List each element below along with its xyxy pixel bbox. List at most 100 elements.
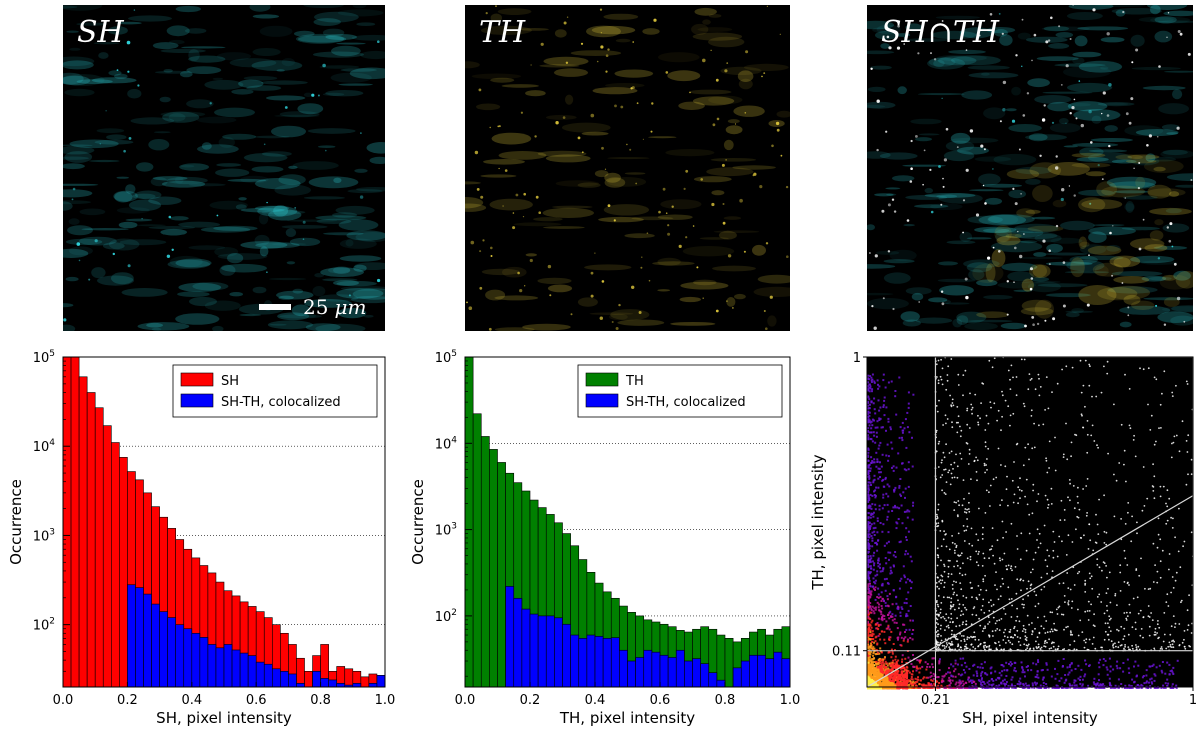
density-point bbox=[889, 551, 892, 554]
density-point bbox=[930, 675, 933, 677]
colocalized-point bbox=[1046, 641, 1048, 644]
bar-colocalized bbox=[781, 658, 791, 688]
colocalized-point bbox=[1086, 420, 1089, 422]
bar-total bbox=[360, 676, 370, 688]
density-point bbox=[912, 629, 915, 631]
texture-streak bbox=[296, 33, 345, 44]
texture-streak bbox=[330, 72, 372, 83]
density-point bbox=[873, 458, 876, 461]
colocalized-point bbox=[1113, 515, 1116, 518]
texture-dot bbox=[615, 327, 619, 330]
texture-streak bbox=[221, 263, 267, 273]
texture-streak bbox=[658, 52, 700, 63]
texture-streak bbox=[333, 280, 359, 286]
density-point bbox=[874, 503, 877, 506]
texture-streak bbox=[692, 96, 735, 106]
colocalized-point bbox=[1034, 551, 1037, 554]
density-point bbox=[877, 565, 880, 568]
density-point bbox=[880, 465, 883, 468]
density-point bbox=[1054, 677, 1057, 680]
density-point bbox=[898, 507, 901, 510]
colocalized-point bbox=[1082, 384, 1085, 387]
texture-dot bbox=[168, 215, 172, 219]
colocalized-point bbox=[1136, 521, 1138, 524]
density-point bbox=[894, 614, 897, 617]
texture-streak bbox=[114, 73, 128, 80]
texture-streak bbox=[231, 89, 254, 95]
density-point bbox=[870, 376, 873, 379]
colocalized-point bbox=[1007, 564, 1010, 567]
density-point bbox=[1058, 679, 1061, 682]
colocalized-point bbox=[1079, 359, 1082, 362]
bar-colocalized bbox=[627, 660, 636, 688]
density-point bbox=[908, 628, 911, 631]
texture-streak bbox=[688, 89, 732, 95]
colocalized-point bbox=[1084, 359, 1087, 362]
colocalized-point bbox=[1153, 475, 1156, 478]
density-point bbox=[1019, 677, 1022, 680]
density-point bbox=[981, 670, 984, 673]
colocalized-point bbox=[1167, 605, 1170, 607]
density-point bbox=[919, 659, 922, 662]
texture-streak bbox=[315, 323, 366, 331]
density-point bbox=[1037, 661, 1040, 663]
density-point bbox=[1167, 682, 1170, 685]
texture-streak bbox=[188, 183, 226, 187]
density-point bbox=[1096, 683, 1099, 686]
texture-streak bbox=[229, 58, 277, 68]
density-point bbox=[884, 601, 887, 604]
density-point bbox=[905, 527, 908, 530]
density-point bbox=[874, 589, 876, 591]
density-point bbox=[870, 662, 873, 665]
texture-dot bbox=[745, 50, 749, 54]
texture-dot bbox=[348, 294, 351, 297]
texture-streak bbox=[297, 35, 347, 43]
sh-image-panel: SH 25 μm bbox=[63, 5, 385, 331]
texture-streak bbox=[776, 110, 790, 118]
colocalized-point bbox=[1001, 558, 1004, 561]
density-point bbox=[1021, 671, 1024, 674]
colocalized-point bbox=[955, 453, 957, 456]
colocalized-point bbox=[1021, 630, 1024, 632]
density-point bbox=[899, 426, 902, 429]
texture-dot bbox=[127, 264, 131, 268]
texture-streak bbox=[607, 157, 650, 160]
bar-colocalized bbox=[700, 663, 710, 688]
density-point bbox=[870, 484, 872, 486]
texture-dot bbox=[99, 143, 101, 145]
texture-streak bbox=[289, 237, 321, 247]
colocalized-point bbox=[1161, 648, 1164, 650]
texture-streak bbox=[697, 27, 733, 32]
density-point bbox=[1166, 661, 1169, 664]
texture-dot bbox=[470, 240, 475, 245]
density-point bbox=[962, 669, 965, 671]
texture-streak bbox=[185, 28, 207, 34]
density-point bbox=[905, 670, 909, 674]
density-point bbox=[886, 503, 889, 506]
texture-streak bbox=[188, 55, 226, 63]
density-point bbox=[1155, 666, 1158, 669]
colocalized-point bbox=[1153, 497, 1156, 500]
density-point bbox=[1097, 661, 1100, 664]
colocalized-point bbox=[938, 587, 940, 590]
density-point bbox=[867, 410, 870, 413]
density-point bbox=[872, 527, 875, 530]
density-point bbox=[873, 494, 876, 496]
density-point bbox=[867, 438, 870, 441]
x-tick-label: 0.0 bbox=[53, 693, 74, 708]
density-point bbox=[891, 603, 894, 606]
density-point bbox=[1016, 683, 1019, 685]
density-point bbox=[875, 431, 878, 434]
bar-colocalized bbox=[183, 628, 193, 688]
texture-streak bbox=[738, 78, 753, 90]
density-point bbox=[924, 661, 927, 664]
density-point bbox=[885, 680, 889, 683]
density-point bbox=[877, 467, 880, 470]
texture-streak bbox=[238, 197, 247, 201]
density-point bbox=[1164, 672, 1167, 675]
density-point bbox=[1131, 678, 1134, 681]
density-point bbox=[900, 606, 903, 609]
bar-colocalized bbox=[716, 679, 726, 688]
density-point bbox=[977, 679, 980, 682]
texture-streak bbox=[490, 13, 502, 23]
